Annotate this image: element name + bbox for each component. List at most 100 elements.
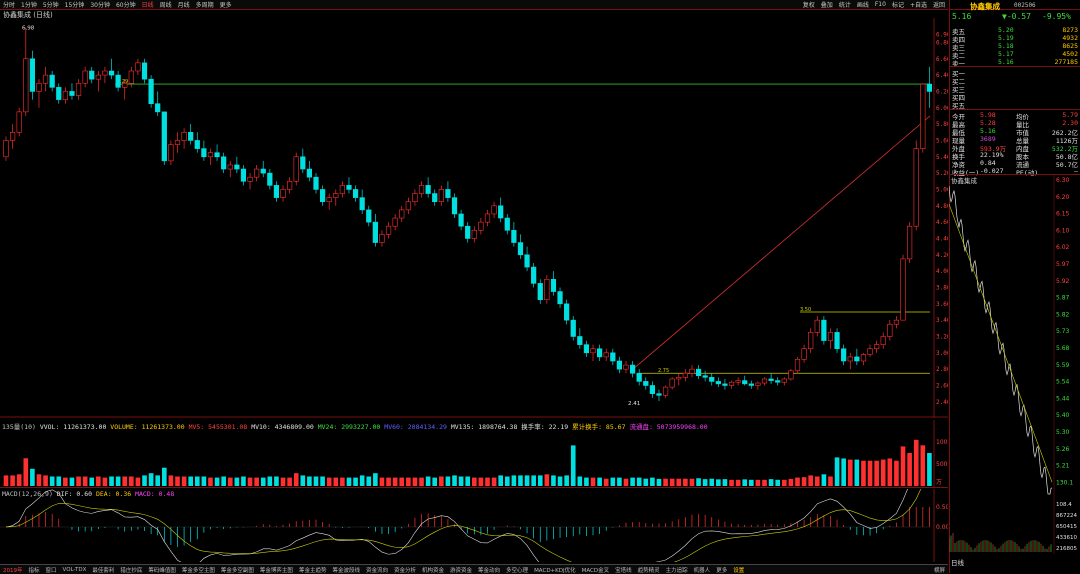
ask-row[interactable]: 卖四 5.19 4932 xyxy=(950,34,1080,44)
toolbar-button[interactable]: 标记 xyxy=(891,2,904,9)
toolbar-button[interactable]: 复权 xyxy=(802,2,815,9)
y-tick-label: 4.80 xyxy=(936,203,948,210)
ask-row[interactable]: 卖三 5.18 8625 xyxy=(950,42,1080,52)
toolbar-button[interactable]: F10 xyxy=(874,1,886,8)
macd-tick-label: 0.00 xyxy=(936,524,948,531)
volume-bar xyxy=(828,476,833,486)
volume-bar xyxy=(894,460,899,486)
volume-bar xyxy=(709,478,715,486)
y-tick-label: 2.40 xyxy=(936,399,948,406)
candle xyxy=(860,354,867,362)
trend-line xyxy=(632,115,931,370)
ask-row[interactable]: 卖五 5.20 8273 xyxy=(950,26,1080,36)
indicator-tab[interactable]: 机器人 xyxy=(693,567,711,574)
indicator-tab[interactable]: 设置 xyxy=(733,567,745,574)
candle xyxy=(89,70,95,80)
landscape-toggle[interactable]: 横屏 xyxy=(933,567,945,574)
indicator-tab[interactable]: 宝塔线 xyxy=(615,567,632,574)
toolbar-button[interactable]: 返回 xyxy=(932,2,945,9)
period-tab[interactable]: 5分钟 xyxy=(42,2,59,9)
indicator-tab[interactable]: MACD+KDJ优化 xyxy=(534,567,576,574)
indicator-tab[interactable]: 筹金波段线 xyxy=(332,567,360,574)
mini-tick-label: 6.02 xyxy=(1056,244,1070,251)
indicator-tab[interactable]: 筹金多空副图 xyxy=(220,567,254,574)
volume-bar xyxy=(247,477,253,486)
volume-bar xyxy=(386,477,391,486)
period-tab[interactable]: 周线 xyxy=(159,2,172,9)
period-tab[interactable]: 更多 xyxy=(219,2,232,9)
volume-bar xyxy=(43,475,48,486)
candle xyxy=(834,332,840,350)
mini-tick-label: 5.59 xyxy=(1056,362,1070,369)
volume-bar xyxy=(412,477,418,486)
period-tab[interactable]: 30分钟 xyxy=(90,2,110,9)
indicator-tab[interactable]: 筹金博弈主图 xyxy=(259,567,293,574)
indicator-tab[interactable]: 机构资金 xyxy=(422,567,445,574)
bid-row[interactable]: 买二 xyxy=(950,76,1080,86)
ask-row[interactable]: 卖一 5.16 277185 xyxy=(950,58,1080,68)
period-tab[interactable]: 60分钟 xyxy=(115,2,136,9)
toolbar-button[interactable]: 画线 xyxy=(856,2,869,9)
indicator-tab[interactable]: 资金分析 xyxy=(393,567,416,574)
indicator-tab[interactable]: VOL-TDX xyxy=(62,566,87,573)
indicator-tab[interactable]: 猎庄抄底 xyxy=(120,567,143,574)
bid-row[interactable]: 买四 xyxy=(950,92,1080,102)
toolbar-button[interactable]: 统计 xyxy=(838,2,851,9)
indicator-tab[interactable]: 筹金动向 xyxy=(478,567,501,574)
ask-label: 卖二 xyxy=(952,52,965,60)
indicator-tab[interactable]: 资金流向 xyxy=(365,567,388,574)
candle xyxy=(287,180,293,190)
indicator-tab[interactable]: 指标 xyxy=(28,567,40,574)
volume-bar xyxy=(135,477,141,486)
candle xyxy=(465,225,471,239)
y-tick-label: 3.40 xyxy=(936,317,948,324)
volume-bar xyxy=(122,476,128,486)
mini-chart-title: 协鑫集成 xyxy=(951,177,977,185)
candlestick-chart[interactable]: 6.906.80 6.60 6.40 6.20 6.00 5.80 5.60 5.40 5.20… xyxy=(0,18,948,418)
indicator-tab[interactable]: 最佳套利 xyxy=(92,567,115,574)
toolbar-button[interactable]: +自选 xyxy=(909,2,927,9)
period-tab[interactable]: 多周期 xyxy=(195,2,214,9)
y-tick-label: 5.00 xyxy=(936,186,948,193)
ask-row[interactable]: 卖二 5.17 4502 xyxy=(950,50,1080,60)
level-label: 2.75 xyxy=(658,368,669,374)
volume-chart[interactable]: 10000 5000 万 xyxy=(0,420,948,488)
period-tab[interactable]: 月线 xyxy=(177,2,190,9)
intraday-mini-chart[interactable]: 6.30 6.20 6.15 6.10 6.02 5.97 5.92 5.87 5.82 5.73… xyxy=(949,174,1080,554)
bid-row[interactable]: 买三 xyxy=(950,84,1080,94)
mv60-value: MV60: 2084134.29 xyxy=(384,423,447,431)
period-tab[interactable]: 日线 xyxy=(141,2,154,9)
toolbar-button[interactable]: 叠加 xyxy=(820,2,833,9)
float-cap-value: 流通盘: 5073959968.00 xyxy=(629,423,708,431)
volume-bar xyxy=(293,473,299,486)
candle xyxy=(234,164,240,170)
candle xyxy=(544,279,550,301)
volume-bar xyxy=(669,478,675,486)
indicator-tab[interactable]: MACD金叉 xyxy=(581,567,610,574)
period-tab[interactable]: 15分钟 xyxy=(64,2,85,9)
volume-bar xyxy=(768,479,774,486)
volume-bar xyxy=(333,477,339,486)
candle xyxy=(188,131,194,141)
period-tab[interactable]: 1分钟 xyxy=(21,2,37,9)
indicator-tab[interactable]: 筹金主趋势 xyxy=(298,567,327,574)
volume-bar xyxy=(419,477,424,486)
bid-row[interactable]: 买五 xyxy=(950,100,1080,110)
mini-price-line xyxy=(949,185,1053,495)
volume-bar xyxy=(227,477,233,486)
indicator-tab[interactable]: 游资资金 xyxy=(450,567,473,574)
indicator-tab[interactable]: 筹码峰值图 xyxy=(148,567,176,574)
indicator-tab[interactable]: 多空心理 xyxy=(506,567,529,574)
indicator-tab[interactable]: 筹金多空主图 xyxy=(181,567,215,574)
indicator-tab[interactable]: 趋势精灵 xyxy=(637,567,660,574)
volume-bar xyxy=(188,476,193,486)
bid-row[interactable]: 买一 xyxy=(950,68,1080,78)
volume-bar xyxy=(340,477,345,486)
indicator-tab[interactable]: 主力追踪 xyxy=(665,567,688,574)
period-tab[interactable]: 分时 xyxy=(3,2,16,9)
indicator-tab[interactable]: 窗口 xyxy=(45,567,57,574)
ask-price: 5.16 xyxy=(998,58,1014,66)
volume-bar xyxy=(445,476,451,486)
indicator-tab[interactable]: 更多 xyxy=(716,567,728,574)
macd-chart[interactable]: 0.50 0.00 xyxy=(0,489,948,562)
